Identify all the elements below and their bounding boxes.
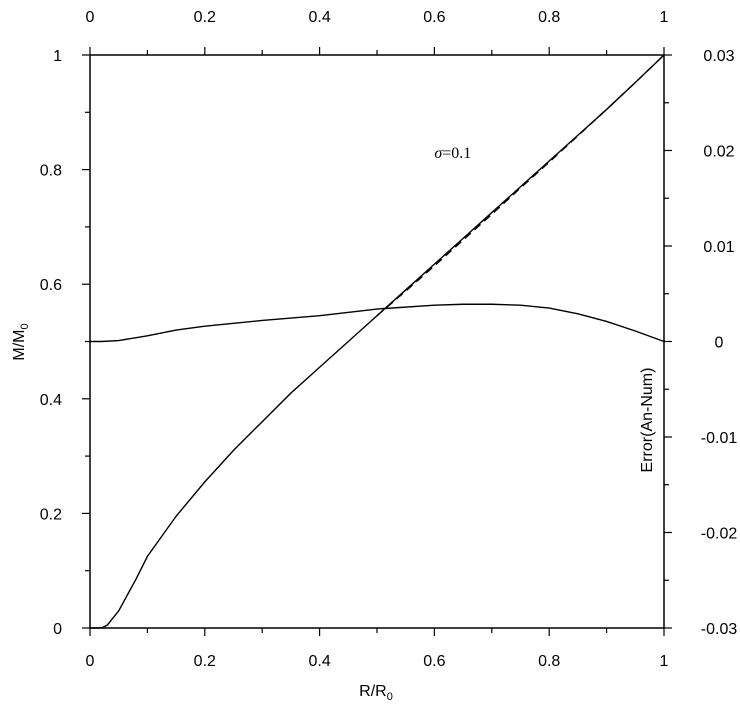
y-tick-label-left: 0.2	[40, 506, 62, 523]
y2-tick-label-right: 0.02	[703, 144, 734, 161]
y2-tick-label-right: -0.02	[701, 526, 738, 543]
x-axis-title: R/R0	[359, 683, 393, 703]
sigma-annotation: σ=0.1	[434, 145, 471, 162]
plot-frame	[89, 54, 665, 629]
series-group	[90, 54, 665, 629]
y-tick-label-left: 0.8	[40, 163, 62, 180]
tick-marks	[82, 47, 672, 636]
y-tick-label-left: 0.6	[40, 277, 62, 294]
y-tick-label-left: 0	[53, 621, 62, 638]
x-tick-label-bottom: 0	[86, 653, 95, 670]
tick-labels: 0 0 0.2 0.2 0.4 0.4 0.6 0.6 0.8 0.8 1 1 0 0.2 0.4 0.6 0.…	[40, 9, 738, 670]
x-tick-label-bottom: 0.8	[538, 653, 560, 670]
y2-tick-label-right: -0.01	[701, 430, 738, 447]
y2-tick-label-right: 0	[715, 335, 724, 352]
x-tick-label-bottom: 0.2	[194, 653, 216, 670]
series-line-3	[90, 303, 665, 343]
y-tick-label-left: 0.4	[40, 392, 62, 409]
x-tick-label-top: 0.6	[423, 9, 445, 26]
y-tick-label-left: 1	[53, 48, 62, 65]
series-line-1	[90, 54, 665, 629]
x-tick-label-top: 0	[86, 9, 95, 26]
x-tick-label-top: 0.8	[538, 9, 560, 26]
y2-tick-label-right: -0.03	[701, 621, 738, 638]
x-tick-label-bottom: 0.6	[423, 653, 445, 670]
y2-axis-title: Error(An-Num)	[639, 368, 656, 473]
y-axis-title: M/M0	[11, 323, 31, 360]
x-tick-label-top: 1	[660, 9, 669, 26]
y2-tick-label-right: 0.03	[703, 48, 734, 65]
x-tick-label-bottom: 1	[660, 653, 669, 670]
y2-tick-label-right: 0.01	[703, 239, 734, 256]
x-tick-label-top: 0.4	[308, 9, 330, 26]
x-tick-label-bottom: 0.4	[308, 653, 330, 670]
x-tick-label-top: 0.2	[194, 9, 216, 26]
